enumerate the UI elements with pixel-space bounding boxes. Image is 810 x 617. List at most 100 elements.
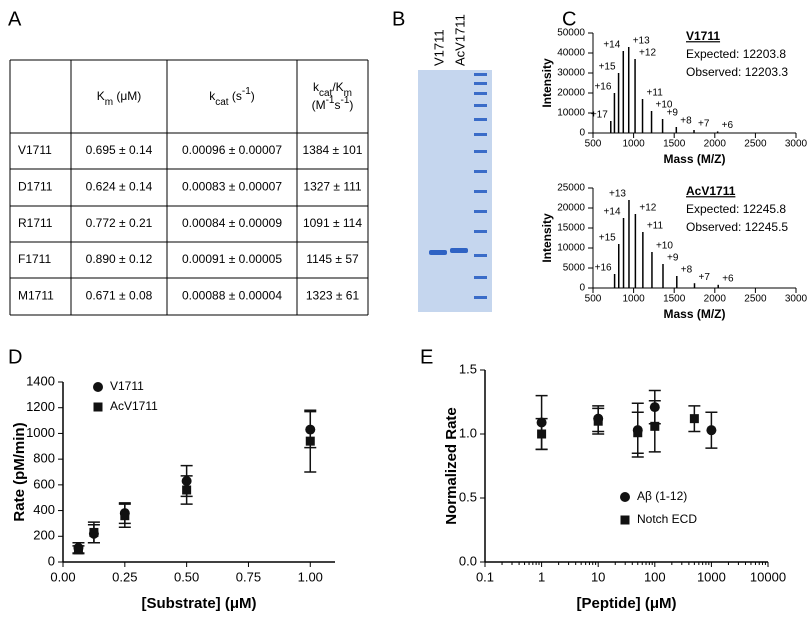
point — [706, 425, 717, 436]
table-cell: R1711 — [18, 216, 53, 230]
y-axis-title: Rate (pM/min) — [11, 422, 28, 521]
peak-label: +15 — [599, 62, 616, 73]
x-tick-label: 3000 — [785, 139, 808, 150]
point — [593, 416, 603, 426]
y-tick-label: 0.0 — [459, 553, 477, 568]
table-cell: 0.00088 ± 0.00004 — [182, 289, 282, 303]
table-cell: 0.671 ± 0.08 — [86, 289, 153, 303]
y-tick-label: 0 — [579, 128, 585, 139]
y-tick-label: 50000 — [557, 28, 585, 39]
y-tick-label: 600 — [33, 476, 55, 491]
x-tick-label: 500 — [585, 139, 602, 150]
header-part: k — [209, 89, 216, 103]
y-tick-label: 1.0 — [459, 425, 477, 440]
legend-label: V1711 — [110, 379, 144, 393]
peak-label: +9 — [667, 253, 679, 264]
x-tick-label: 100 — [644, 569, 666, 584]
y-tick-label: 10000 — [557, 243, 585, 254]
header-part: ) — [349, 98, 353, 112]
peak-label: +6 — [722, 120, 734, 131]
peak-label: +10 — [656, 241, 673, 252]
legend-label: Notch ECD — [637, 512, 697, 526]
legend-marker — [93, 402, 103, 412]
y-tick-label: 20000 — [557, 88, 585, 99]
x-tick-label: 1.00 — [298, 569, 323, 584]
x-tick-label: 0.75 — [236, 569, 261, 584]
annotation: Observed: 12203.3 — [686, 65, 788, 79]
table-cell: 1091 ± 114 — [303, 216, 362, 230]
header-part: -1 — [326, 95, 335, 106]
y-tick-label: 0 — [579, 283, 585, 294]
legend-marker — [620, 492, 630, 502]
header-part: cat — [215, 97, 229, 108]
table-cell: 1384 ± 101 — [303, 143, 363, 157]
table-cell: 1323 ± 61 — [306, 289, 360, 303]
panel-label: C — [562, 8, 576, 30]
header-part: -1 — [242, 86, 251, 97]
x-tick-label: 1000 — [697, 569, 726, 584]
y-tick-label: 1200 — [26, 399, 55, 414]
x-tick-label: 0.1 — [476, 569, 494, 584]
table-cell: 1327 ± 111 — [303, 180, 362, 194]
table-cell: 0.00084 ± 0.00009 — [182, 216, 282, 230]
point — [537, 429, 547, 439]
point — [689, 414, 699, 424]
y-tick-label: 1.5 — [459, 361, 477, 376]
table-cell: 0.695 ± 0.14 — [86, 143, 153, 157]
header-part: k — [313, 80, 320, 94]
table-cell: 0.772 ± 0.21 — [86, 216, 153, 230]
peak-label: +15 — [599, 233, 616, 244]
table-cell: 0.890 ± 0.12 — [86, 252, 153, 266]
y-tick-label: 200 — [33, 528, 55, 543]
y-tick-label: 0 — [48, 553, 55, 568]
x-axis-title: [Peptide] (μM) — [577, 595, 677, 612]
gel-band — [429, 250, 447, 255]
peak-label: +10 — [656, 100, 673, 111]
y-axis-title: Intensity — [540, 58, 554, 108]
header-part: (s — [229, 89, 242, 103]
peak-label: +7 — [699, 272, 711, 283]
peak-label: +13 — [633, 36, 650, 47]
annotation: AcV1711 — [686, 184, 736, 198]
x-tick-label: 1500 — [663, 139, 686, 150]
header-part: (μM) — [113, 89, 141, 103]
peak-label: +11 — [647, 221, 664, 232]
table-cell: 1145 ± 57 — [306, 252, 359, 266]
peak-label: +9 — [667, 108, 679, 119]
annotation: Expected: 12203.8 — [686, 47, 786, 61]
x-tick-label: 1000 — [622, 294, 645, 305]
header-part: K — [97, 89, 105, 103]
annotation: Expected: 12245.8 — [686, 202, 786, 216]
header-part: ) — [251, 89, 255, 103]
peak-label: +16 — [594, 82, 611, 93]
x-tick-label: 2000 — [704, 294, 727, 305]
header-part: m — [105, 97, 113, 108]
x-tick-label: 10 — [591, 569, 605, 584]
x-tick-label: 0.00 — [50, 569, 75, 584]
peak-label: +13 — [609, 189, 626, 200]
panel-label: D — [8, 346, 22, 368]
x-tick-label: 2500 — [744, 294, 767, 305]
table-header: Km (μM) — [97, 89, 142, 108]
panel-label: A — [8, 8, 22, 30]
y-tick-label: 25000 — [557, 183, 585, 194]
y-tick-label: 800 — [33, 451, 55, 466]
x-tick-label: 2500 — [744, 139, 767, 150]
peak-label: +8 — [680, 116, 692, 127]
header-part: s — [335, 98, 341, 112]
panel-label: B — [392, 8, 405, 30]
table-cell: 0.624 ± 0.14 — [86, 180, 153, 194]
point — [182, 485, 192, 495]
y-tick-label: 40000 — [557, 48, 585, 59]
table-cell: V1711 — [18, 143, 52, 157]
header-part: m — [344, 88, 352, 99]
peak-label: +14 — [604, 207, 621, 218]
gel: V1711 AcV1711 — [418, 14, 492, 312]
peak-label: +12 — [639, 48, 656, 59]
table-cell: M1711 — [18, 289, 54, 303]
ladder — [474, 73, 487, 299]
table-header: kcat/Km — [313, 80, 352, 99]
peak-label: +11 — [647, 88, 664, 99]
y-axis-title: Normalized Rate — [443, 407, 460, 525]
